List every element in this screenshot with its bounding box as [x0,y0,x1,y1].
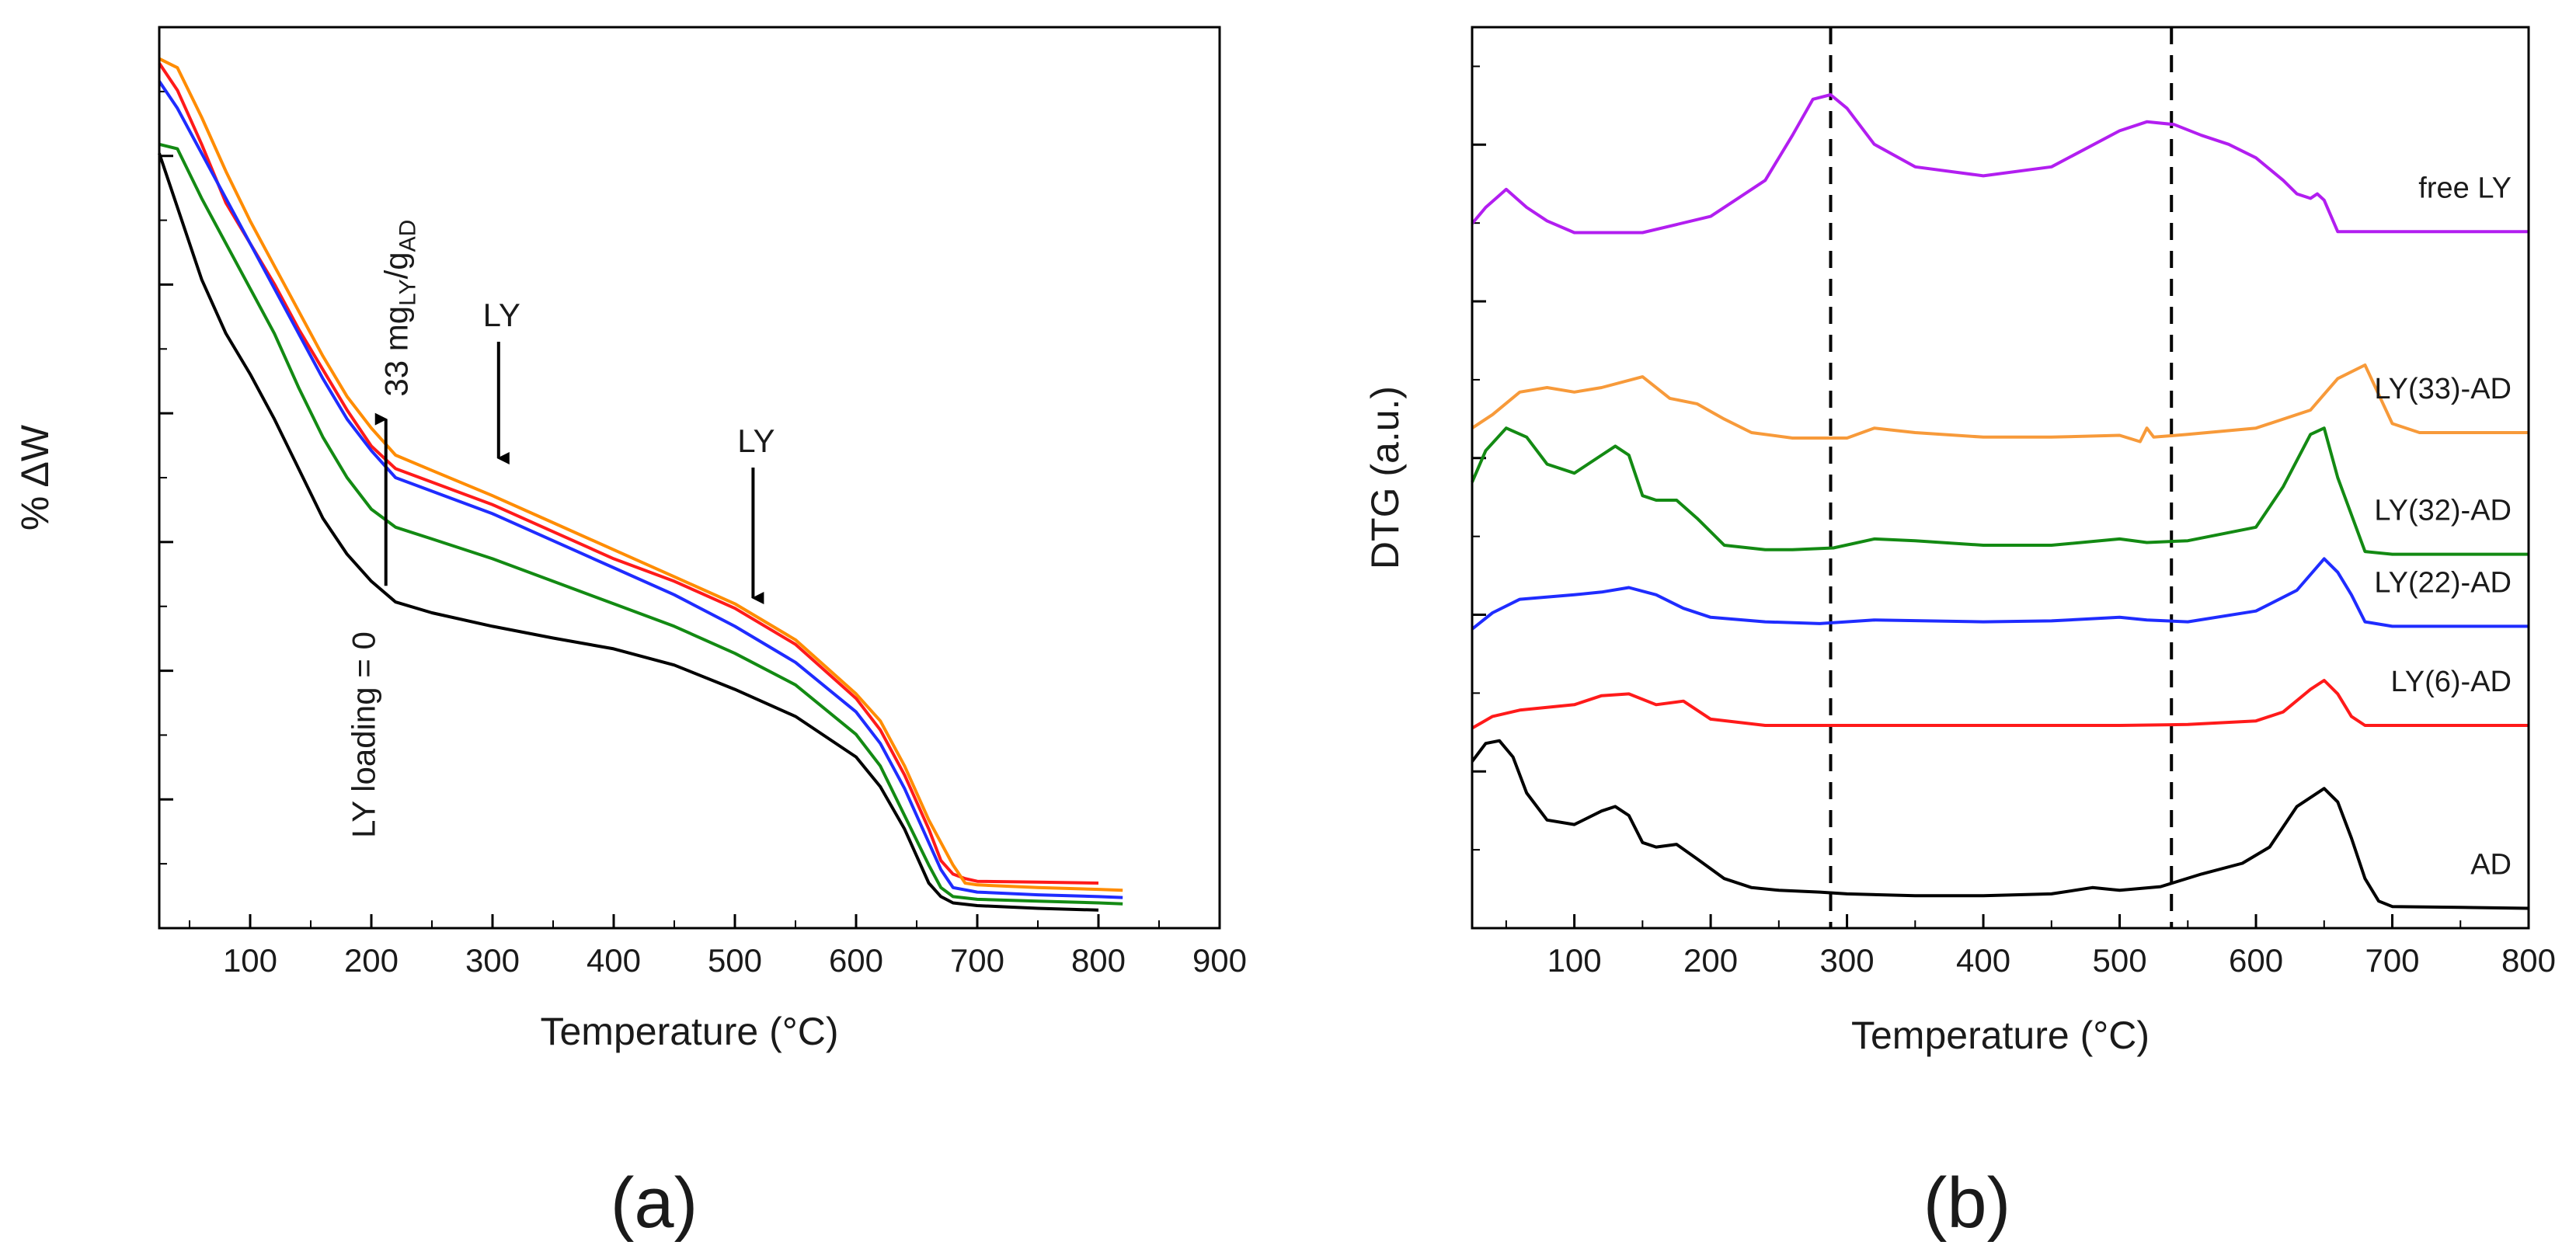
panel-b-series-ly-22-ad [1471,557,2529,631]
panel-b-series-ly-6-ad [1471,679,2529,730]
panel-b-series-free-ly [1471,93,2529,235]
panel-b-curve-label-ly-32-ad: LY(32)-AD [2374,495,2512,527]
panel-a-annotations: LY loading = 0 33 mgLY/gAD LY LY [346,220,775,838]
panel-a-series-group [158,57,1123,912]
panel-a-x-tick-label-100: 100 [223,942,277,979]
panel-b-x-axis-title: Temperature (°C) [1851,1014,2150,1057]
panel-a-letter: (a) [611,1163,698,1243]
panel-a-y-axis-title: % ΔW [13,424,57,530]
panel-b-ticks: 100 200 300 400 500 600 700 800 [1472,65,2556,979]
panel-b-series-ly-32-ad [1471,426,2529,556]
panel-b-series-group [1471,93,2529,910]
panel-a-series-ly-32-ad [158,142,1123,906]
panel-b-x-tick-label-700: 700 [2365,942,2419,979]
panel-a-series-ly-loading-0 [158,152,1099,912]
panel-b-x-tick-label-500: 500 [2093,942,2147,979]
panel-b-x-tick-label-800: 800 [2501,942,2556,979]
panel-a-x-axis-title: Temperature (°C) [541,1010,839,1053]
panel-a-x-tick-label-500: 500 [708,942,762,979]
panel-a-chart: 100 200 300 400 500 600 700 800 900 LY loading =… [13,26,1247,1243]
panel-a-x-tick-label-800: 800 [1071,942,1126,979]
panel-a-series-ly-33-ad [158,57,1123,892]
panel-b-curve-label-ly-33-ad: LY(33)-AD [2374,373,2512,405]
panel-b-y-axis-title: DTG (a.u.) [1363,386,1407,569]
panel-a-annotation-ly-1: LY [483,297,520,333]
panel-a-annotation-max-loading: 33 mgLY/gAD [378,220,421,397]
panel-a-x-tick-label-600: 600 [829,942,883,979]
panel-b-plot-frame [1471,26,2530,930]
panel-b-reference-lines [1829,27,2174,928]
panel-b-curve-labels: free LY LY(33)-AD LY(32)-AD LY(22)-AD LY(6)-… [2374,172,2512,881]
panel-b-chart: 100 200 300 400 500 600 700 800 free LY LY(33)-A… [1363,26,2556,1243]
panel-a-series-ly-22-ad [158,80,1123,899]
panel-b-curve-label-ad: AD [2470,848,2512,881]
panel-b-x-tick-label-600: 600 [2229,942,2283,979]
panel-a-x-tick-label-400: 400 [587,942,641,979]
panel-b-x-tick-label-400: 400 [1956,942,2010,979]
panel-b-x-tick-label-200: 200 [1683,942,1738,979]
panel-b-series-ly-33-ad [1471,363,2529,443]
panel-a-ticks: 100 200 300 400 500 600 700 800 900 [159,90,1247,979]
panel-a-plot-frame [158,26,1221,930]
panel-a-x-tick-label-900: 900 [1192,942,1247,979]
panel-a-x-tick-label-200: 200 [344,942,399,979]
panel-b-curve-label-ly-22-ad: LY(22)-AD [2374,566,2512,599]
panel-b-series-ad [1471,739,2529,910]
panel-b-x-tick-label-300: 300 [1820,942,1875,979]
panel-b-curve-label-ly-6-ad: LY(6)-AD [2390,666,2512,698]
panel-a-annotation-loading-zero: LY loading = 0 [346,631,382,838]
panel-a-x-tick-label-700: 700 [950,942,1004,979]
panel-b-x-tick-label-100: 100 [1547,942,1602,979]
panel-b-letter: (b) [1923,1163,2010,1243]
panel-a-x-tick-label-300: 300 [465,942,520,979]
panel-b-curve-label-free-ly: free LY [2418,172,2512,204]
panel-a-annotation-ly-2: LY [737,423,775,459]
